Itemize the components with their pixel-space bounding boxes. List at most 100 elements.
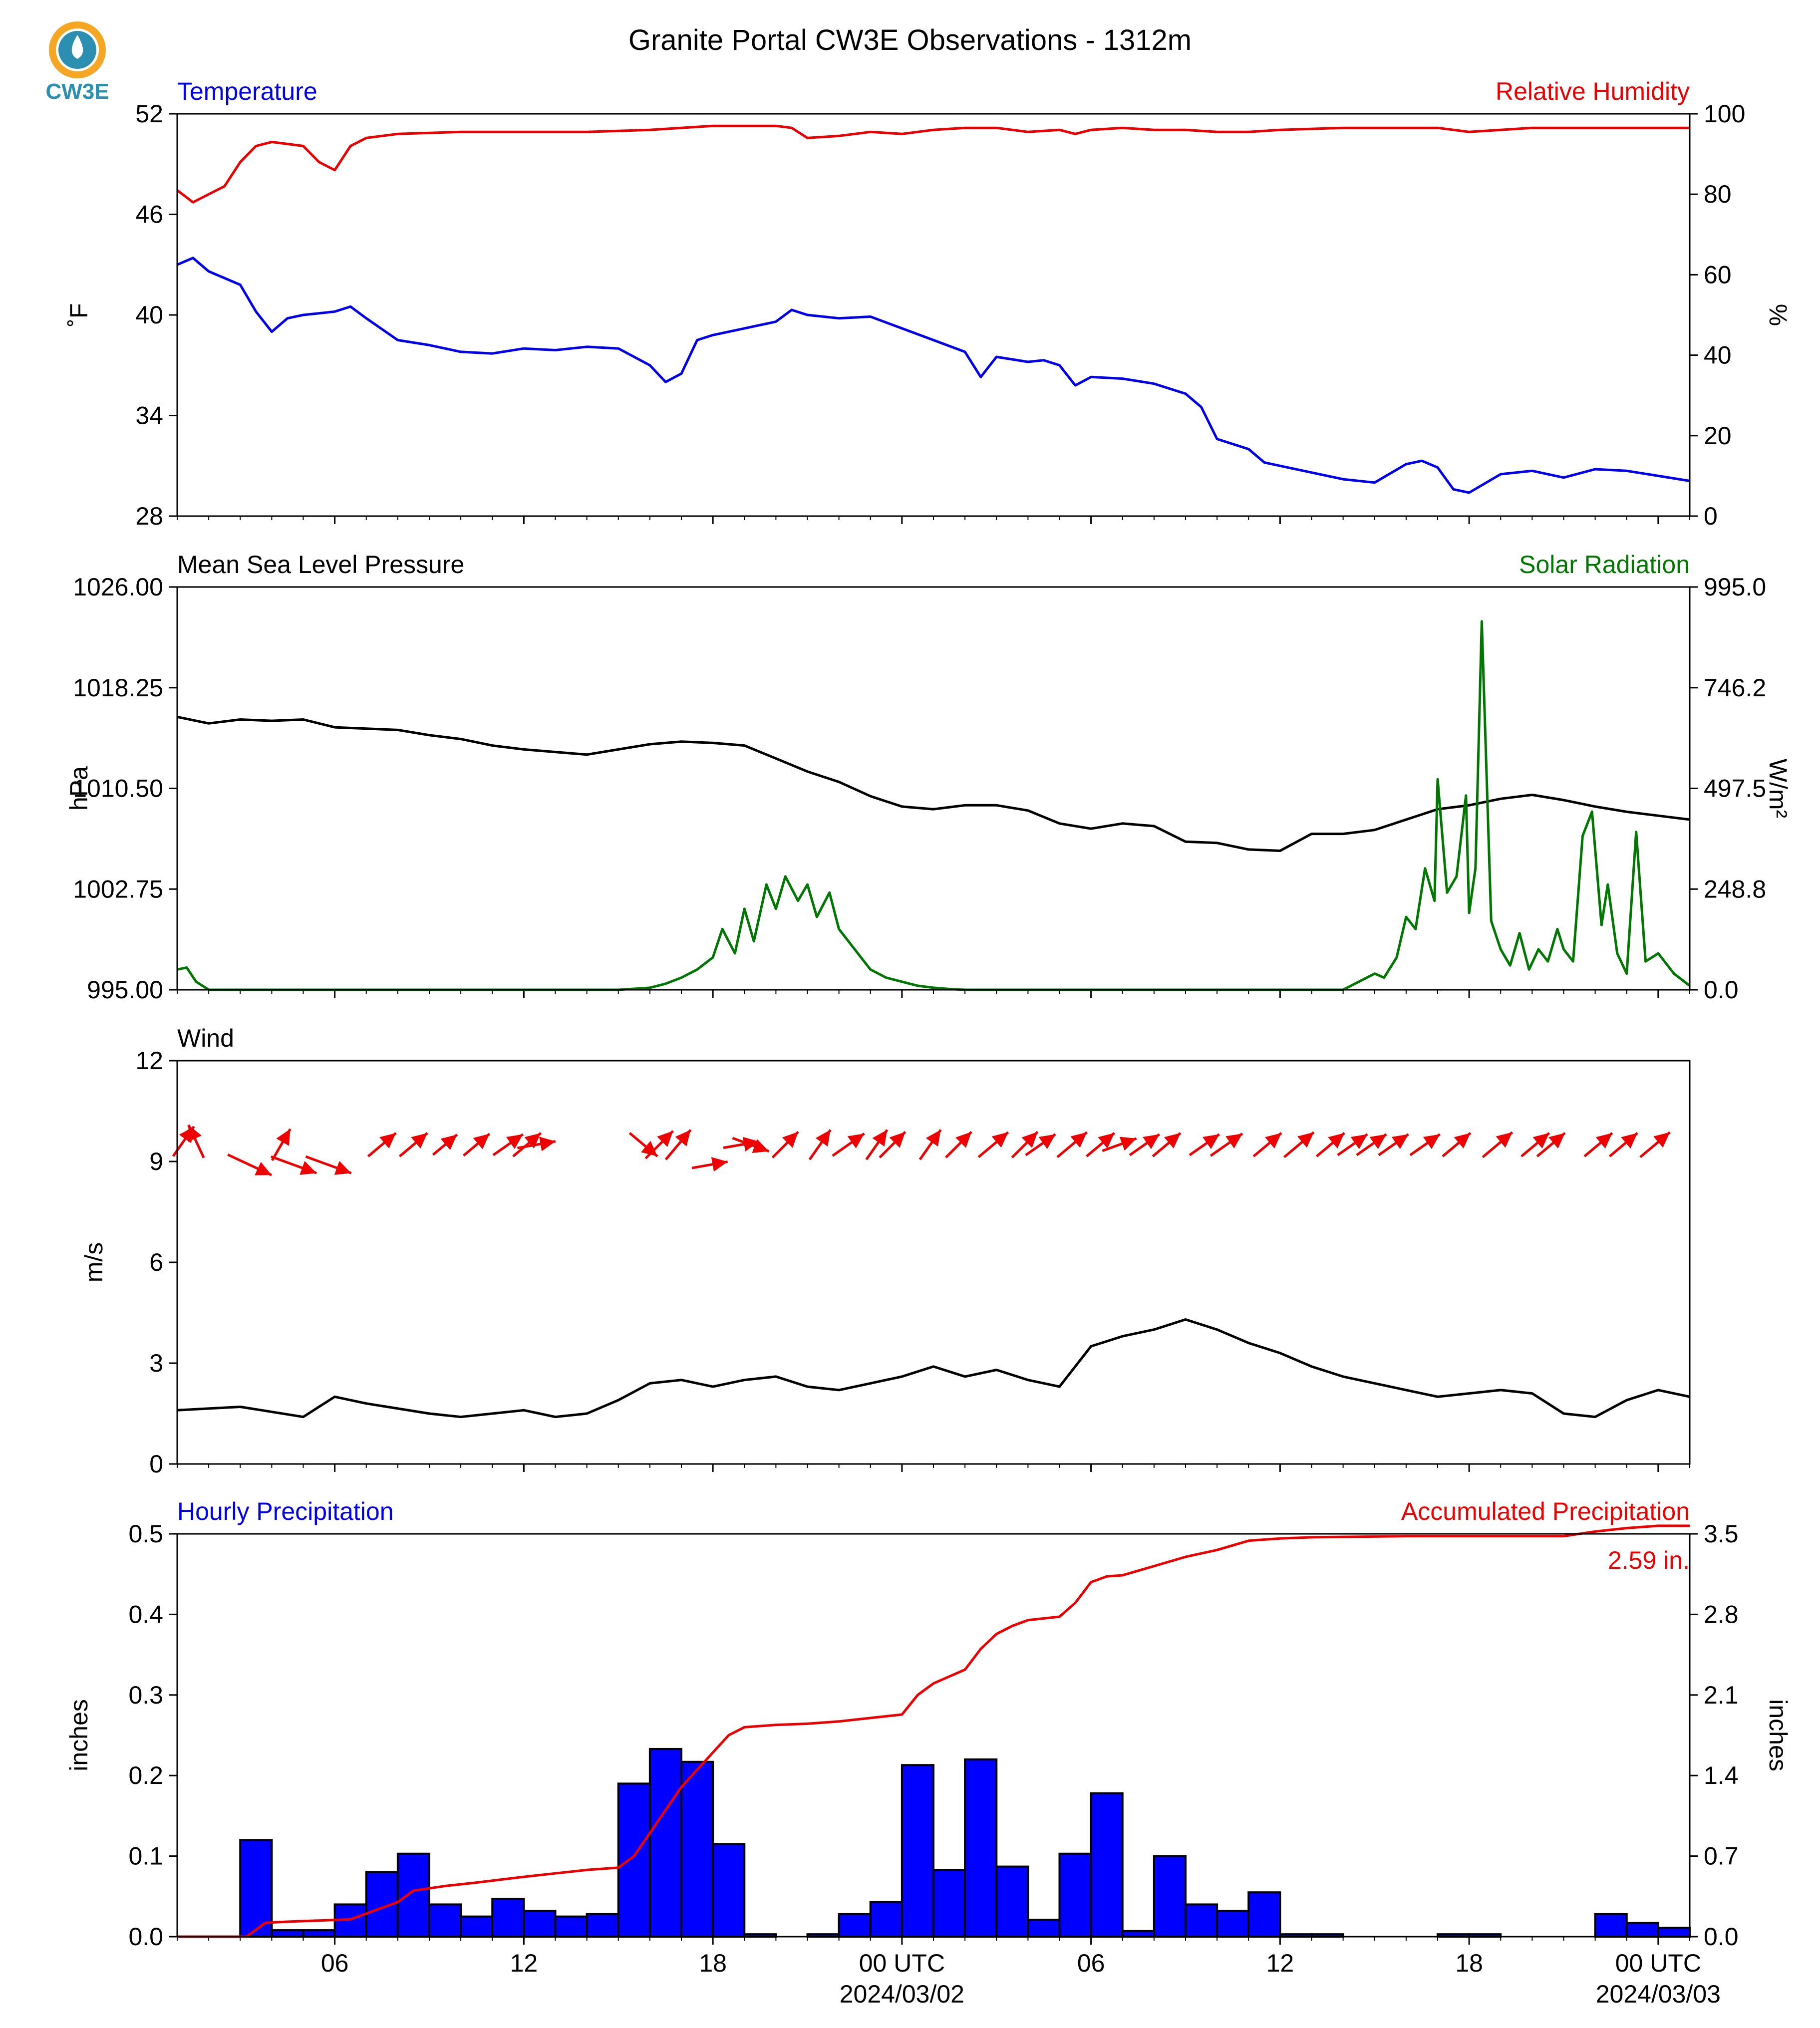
precip-bar xyxy=(302,1929,336,1938)
wind-arrow-head xyxy=(1203,1134,1219,1150)
y-tick-label: 28 xyxy=(135,502,163,530)
x-axis-labels: 06 12 18 00 UTC 2024/03/02 06 12 18 00 UTC 2024/0… xyxy=(321,1949,1721,2008)
wind-arrow-head xyxy=(991,1132,1008,1148)
y-tick-label: 1018.25 xyxy=(73,674,163,702)
wind-arrow-head xyxy=(440,1135,457,1151)
plot-frame xyxy=(176,586,1691,991)
precip-bar xyxy=(586,1913,619,1938)
accumulated-precip-line xyxy=(177,1524,1690,1938)
panel-left-title: Temperature xyxy=(177,77,317,105)
y2-tick-label: 0.0 xyxy=(1704,976,1739,1004)
y2-tick-label: 0.7 xyxy=(1704,1842,1739,1870)
wind-arrow-head xyxy=(1038,1134,1056,1150)
wind-arrow-head xyxy=(1532,1133,1549,1149)
x-tick-label: 00 UTC xyxy=(859,1949,945,1977)
wind-arrow-head xyxy=(925,1130,941,1147)
wind-arrow-head xyxy=(334,1160,351,1175)
wind-arrow-head xyxy=(1595,1133,1612,1149)
y-tick-label: 0.4 xyxy=(128,1600,163,1628)
wind-arrow-head xyxy=(1496,1132,1513,1148)
wind-arrow-head xyxy=(657,1131,673,1148)
series-line xyxy=(177,257,1690,494)
series-line xyxy=(176,124,1690,204)
y2-axis-label: % xyxy=(1764,304,1792,326)
precip-bar xyxy=(1090,1792,1124,1938)
precip-bar xyxy=(1185,1903,1218,1938)
x-tick-label: 12 xyxy=(510,1949,538,1977)
wind-arrow-head xyxy=(1350,1134,1368,1150)
panel-pressure-solar: 995.00 1002.75 1010.50 1018.25 1026.00 0.0 248… xyxy=(65,551,1792,1004)
panel-right-title: Solar Radiation xyxy=(1519,551,1690,579)
wind-arrow-head xyxy=(1098,1133,1115,1149)
y2-axis-label: inches xyxy=(1764,1699,1792,1771)
wind-arrow-head xyxy=(379,1133,396,1149)
y-axis-label: ˚F xyxy=(65,303,93,326)
y2-tick-label: 746.2 xyxy=(1704,674,1766,702)
precip-bar xyxy=(1153,1855,1187,1938)
y2-tick-label: 20 xyxy=(1704,422,1732,450)
precip-bar xyxy=(964,1758,998,1938)
panel-right-title: Accumulated Precipitation xyxy=(1401,1497,1690,1525)
x-date-label: 2024/03/03 xyxy=(1596,1980,1721,2008)
wind-arrow-head xyxy=(1548,1133,1565,1149)
precip-bar xyxy=(1121,1930,1155,1938)
wind-arrow-head xyxy=(1265,1133,1281,1149)
wind-arrow-head xyxy=(1369,1134,1387,1150)
y2-tick-label: 248.8 xyxy=(1704,875,1766,903)
y2-tick-label: 3.5 xyxy=(1704,1520,1739,1548)
wind-arrow-head xyxy=(752,1139,769,1154)
x-tick-label: 00 UTC xyxy=(1615,1949,1701,1977)
wind-arrow-head xyxy=(276,1129,291,1146)
wind-arrow-head xyxy=(300,1160,317,1175)
precip-bar xyxy=(1247,1891,1281,1938)
precip-bar xyxy=(271,1929,304,1938)
wind-arrow-head xyxy=(1391,1134,1409,1150)
wind-arrow-head xyxy=(1225,1134,1242,1149)
wind-arrow-head xyxy=(1070,1132,1087,1148)
y-tick-label: 3 xyxy=(149,1349,163,1377)
panel-wind: 0 3 6 9 12 m/s Wind xyxy=(80,1024,1691,1478)
wind-arrow-head xyxy=(1454,1133,1471,1149)
panel-right-title: Relative Humidity xyxy=(1496,77,1690,105)
panel-left-title: Mean Sea Level Pressure xyxy=(177,551,464,579)
y-tick-label: 0.2 xyxy=(128,1761,163,1789)
y-axis-label: m/s xyxy=(80,1242,108,1283)
wind-arrow-head xyxy=(1621,1133,1638,1149)
figure-title: Granite Portal CW3E Observations - 1312m xyxy=(628,24,1192,56)
precip-bar xyxy=(869,1901,903,1938)
precip-bar xyxy=(1594,1913,1628,1938)
series-line xyxy=(177,620,1691,991)
y-tick-label: 6 xyxy=(149,1248,163,1276)
wind-arrow-head xyxy=(815,1130,831,1147)
wind-arrow-head xyxy=(1119,1137,1137,1151)
y-tick-label: 0.5 xyxy=(128,1520,163,1548)
y-tick-label: 46 xyxy=(135,201,163,229)
precip-bar xyxy=(1216,1910,1250,1938)
precip-bar xyxy=(1058,1852,1092,1938)
cw3e-logo: CW3E xyxy=(45,21,109,104)
x-tick-label: 06 xyxy=(321,1949,349,1977)
y2-tick-label: 0 xyxy=(1704,502,1718,530)
precip-bar xyxy=(396,1852,430,1938)
wind-arrow-head xyxy=(411,1133,428,1149)
plot-frame xyxy=(176,1533,1691,1938)
wind-arrow-head xyxy=(1164,1133,1181,1149)
y-tick-label: 34 xyxy=(135,402,163,430)
precip-bar xyxy=(491,1898,525,1938)
wind-arrow-head xyxy=(1021,1132,1038,1148)
x-tick-label: 12 xyxy=(1266,1949,1294,1977)
y-tick-label: 1026.00 xyxy=(73,573,163,601)
x-tick-label: 18 xyxy=(699,1949,727,1977)
y-tick-label: 52 xyxy=(135,100,163,128)
precip-bar xyxy=(1027,1919,1061,1938)
y-tick-label: 12 xyxy=(135,1047,163,1075)
x-tick-label: 06 xyxy=(1077,1949,1105,1977)
wind-arrow-head xyxy=(675,1130,691,1147)
y-tick-label: 1010.50 xyxy=(73,775,163,803)
y2-tick-label: 497.5 xyxy=(1704,775,1766,803)
y-tick-label: 9 xyxy=(149,1148,163,1175)
y2-tick-label: 2.8 xyxy=(1704,1600,1739,1628)
